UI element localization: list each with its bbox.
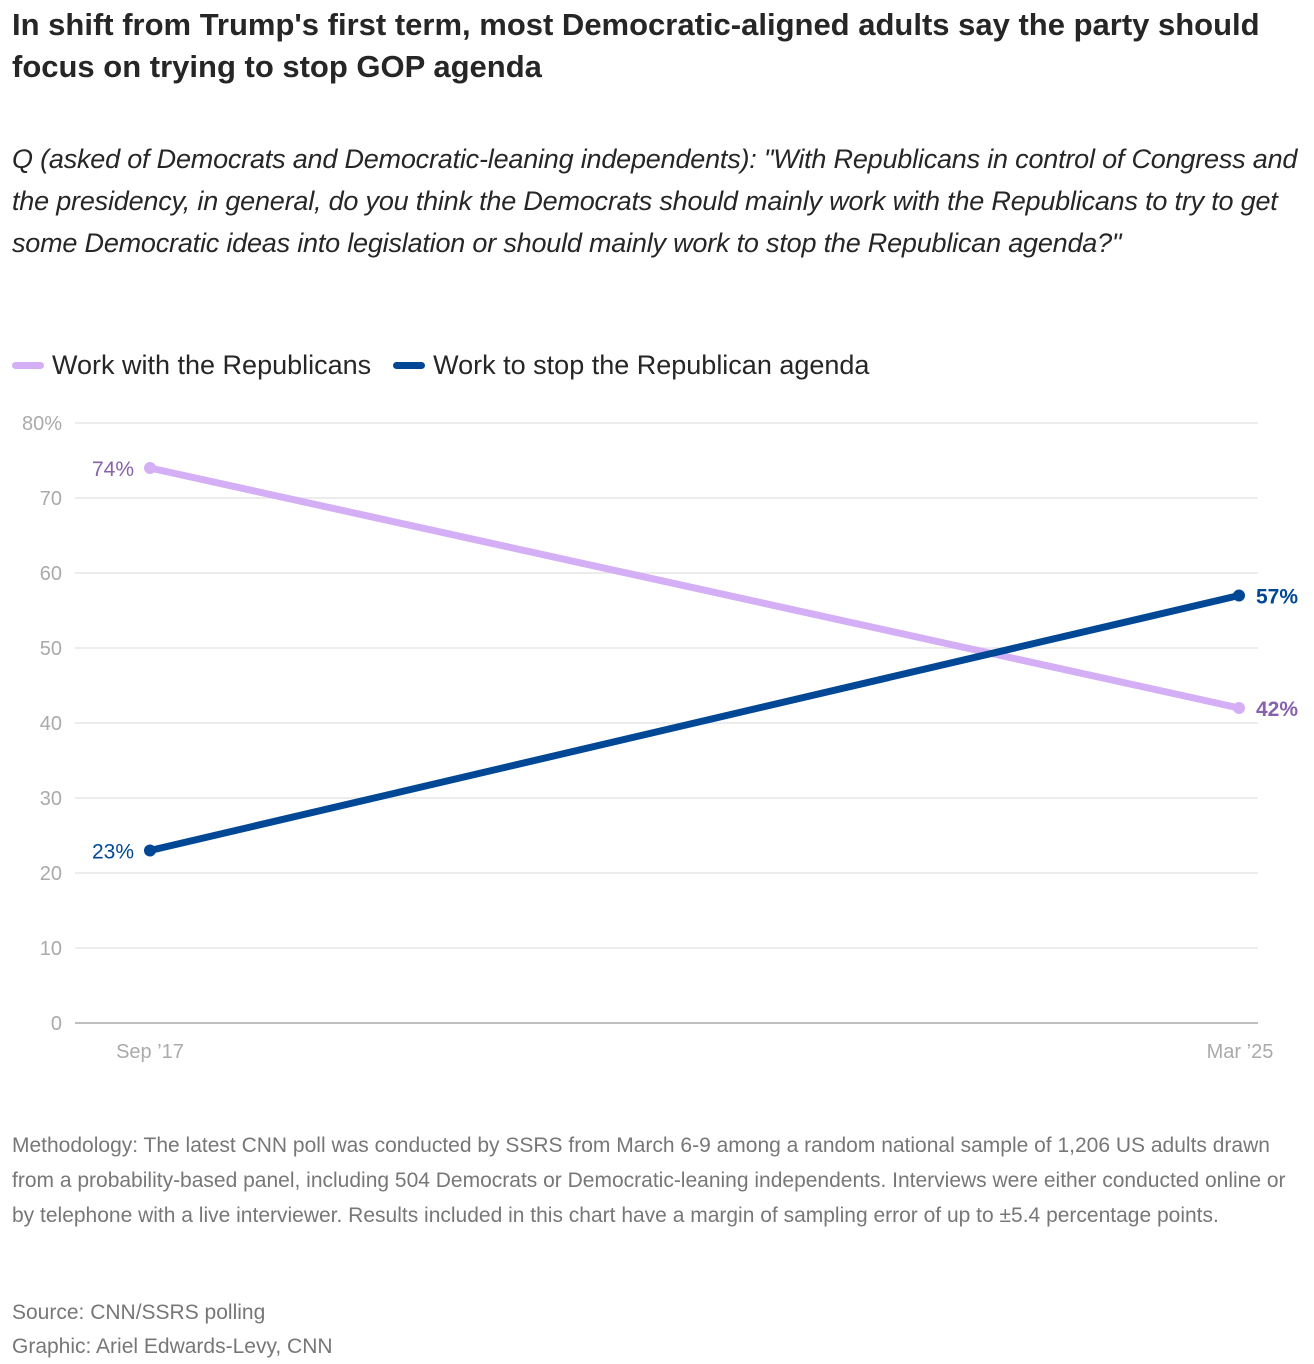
- legend-label: Work with the Republicans: [52, 350, 372, 380]
- legend-label: Work to stop the Republican agenda: [433, 350, 870, 380]
- y-tick-label: 60: [40, 563, 62, 585]
- y-tick-label: 50: [40, 638, 62, 660]
- data-label: 74%: [92, 458, 134, 481]
- legend-item-stop: Work to stop the Republican agenda: [393, 350, 869, 381]
- data-label: 57%: [1256, 586, 1298, 609]
- y-tick-label: 0: [51, 1013, 62, 1035]
- y-tick-label: 10: [40, 938, 62, 960]
- y-tick-label: 80%: [22, 413, 62, 435]
- series-line: [146, 464, 1243, 712]
- source-note: Source: CNN/SSRS polling: [12, 1301, 266, 1324]
- series-line: [146, 592, 1243, 854]
- data-point: [1233, 589, 1245, 602]
- legend-item-work-with: Work with the Republicans: [12, 350, 371, 381]
- data-label: 23%: [92, 841, 134, 864]
- y-tick-label: 70: [40, 488, 62, 510]
- legend-swatch: [12, 362, 44, 369]
- legend: Work with the Republicans Work to stop t…: [12, 350, 869, 381]
- chart-title: In shift from Trump's first term, most D…: [12, 7, 1260, 84]
- y-tick-label: 20: [40, 863, 62, 885]
- data-point: [144, 844, 156, 857]
- data-point: [144, 462, 156, 474]
- chart-subtitle: Q (asked of Democrats and Democratic-lea…: [12, 144, 1298, 258]
- graphic-credit: Graphic: Ariel Edwards-Levy, CNN: [12, 1335, 333, 1358]
- legend-swatch: [393, 362, 426, 369]
- y-tick-label: 30: [40, 788, 62, 810]
- data-point: [1233, 702, 1245, 714]
- x-tick-label: Sep ’17: [116, 1041, 184, 1063]
- line-chart: 0 10 20 30 40 50 60 70 80% Sep ’17 Mar ’25 74% 42% 23…: [22, 413, 1298, 1063]
- y-tick-label: 40: [40, 713, 62, 735]
- data-label: 42%: [1256, 698, 1298, 721]
- methodology-note: Methodology: The latest CNN poll was con…: [12, 1134, 1286, 1227]
- x-tick-label: Mar ’25: [1207, 1041, 1274, 1063]
